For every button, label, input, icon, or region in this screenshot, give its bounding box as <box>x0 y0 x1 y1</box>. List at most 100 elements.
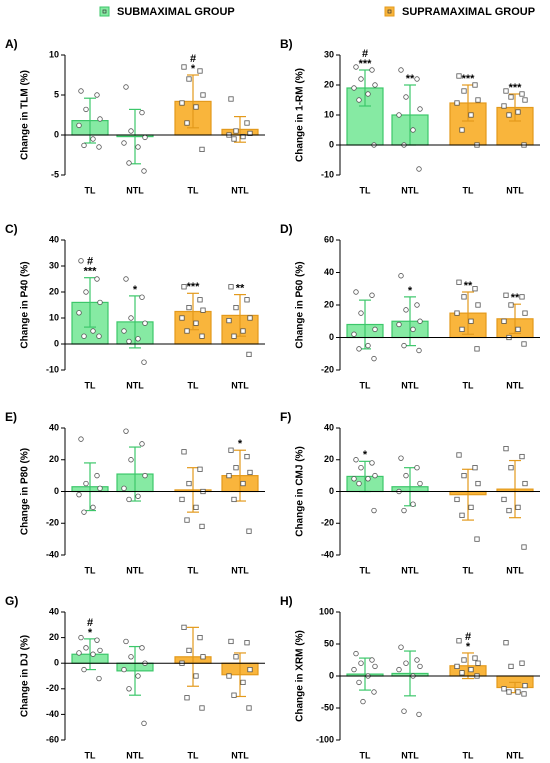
y-tick-label: -10 <box>46 364 59 374</box>
data-point <box>94 92 100 98</box>
x-tick-label: NTL <box>401 565 419 575</box>
data-point <box>356 679 362 686</box>
y-tick-label: -20 <box>321 518 334 528</box>
data-point <box>515 109 521 115</box>
panel-label: C) <box>5 222 18 236</box>
data-point <box>396 321 402 328</box>
data-point <box>416 711 422 718</box>
data-point <box>81 142 87 149</box>
data-point <box>135 144 141 150</box>
data-point <box>228 447 234 453</box>
x-tick-label: NTL <box>506 380 524 390</box>
data-point <box>240 133 246 140</box>
legend-swatch-dot <box>387 9 392 14</box>
data-point <box>97 647 103 654</box>
y-tick-label: -20 <box>46 518 59 528</box>
significance-marker: ** <box>236 283 245 295</box>
y-tick-label: 0 <box>54 338 59 348</box>
data-point <box>417 106 423 112</box>
data-point <box>226 473 232 479</box>
data-point <box>90 136 96 142</box>
significance-marker: *** <box>359 58 373 70</box>
data-point <box>128 457 134 463</box>
data-point <box>247 667 253 673</box>
data-point <box>179 100 185 106</box>
data-point <box>240 328 246 334</box>
data-point <box>90 328 96 334</box>
y-tick-label: -40 <box>46 709 59 719</box>
y-tick-label: -5 <box>51 169 59 179</box>
y-tick-label: 40 <box>324 267 334 277</box>
data-point <box>199 146 205 152</box>
data-point <box>139 645 145 651</box>
panel-label: G) <box>5 594 18 608</box>
data-point <box>247 130 253 136</box>
x-tick-label: NTL <box>231 750 249 760</box>
data-point <box>76 491 82 498</box>
data-point <box>503 640 509 646</box>
data-point <box>459 670 465 676</box>
data-point <box>121 328 127 334</box>
x-tick-label: TL <box>85 750 96 760</box>
data-point <box>96 333 102 339</box>
data-point <box>506 112 512 118</box>
data-point <box>83 106 89 113</box>
data-point <box>398 455 404 461</box>
data-point <box>522 97 528 103</box>
data-point <box>123 638 129 645</box>
data-point <box>454 100 460 106</box>
data-point <box>522 310 528 316</box>
data-point <box>76 310 82 316</box>
significance-marker: * <box>191 63 196 75</box>
y-tick-label: 0 <box>329 332 334 342</box>
data-point <box>508 94 514 100</box>
data-point <box>240 679 246 686</box>
data-point <box>396 666 402 673</box>
panel: E) Change in P80 (%) -40 -20 0 20 40 TL NTL TL * NT… <box>5 410 265 575</box>
x-tick-label: TL <box>463 380 474 390</box>
x-tick-label: TL <box>463 565 474 575</box>
data-point <box>181 624 187 630</box>
data-point <box>461 657 467 663</box>
data-point <box>506 507 512 514</box>
data-point <box>94 472 100 479</box>
data-point <box>356 480 362 487</box>
data-point <box>97 299 103 306</box>
x-tick-label: NTL <box>401 750 419 760</box>
data-point <box>351 666 357 673</box>
data-point <box>398 67 404 73</box>
data-point <box>414 76 420 82</box>
data-point <box>247 315 253 321</box>
significance-marker: # <box>87 617 93 629</box>
data-point <box>246 528 252 534</box>
data-point <box>78 634 84 641</box>
data-point <box>141 720 147 727</box>
panel: G) Change in DJ (%) -60 -40 -20 0 20 40 #* TL NTL T… <box>5 594 265 760</box>
legend-label: SUBMAXIMAL GROUP <box>117 6 235 18</box>
data-point <box>233 304 239 311</box>
data-point <box>369 292 375 298</box>
data-point <box>199 523 205 530</box>
x-tick-label: NTL <box>231 565 249 575</box>
data-point <box>179 496 185 503</box>
legend-swatch <box>99 6 110 17</box>
y-tick-label: -100 <box>316 734 334 744</box>
data-point <box>521 691 527 697</box>
y-tick-label: 10 <box>49 49 59 59</box>
y-tick-label: 30 <box>324 49 334 59</box>
data-point <box>186 480 192 487</box>
x-tick-label: TL <box>360 380 371 390</box>
significance-marker: * <box>238 438 243 450</box>
panel-label: H) <box>280 594 293 608</box>
data-point <box>135 673 141 679</box>
significance-marker: ** <box>511 292 520 304</box>
y-tick-label: 20 <box>324 454 334 464</box>
x-tick-label: NTL <box>126 185 144 195</box>
y-tick-label: 20 <box>49 632 59 642</box>
data-point <box>372 663 378 670</box>
data-point <box>454 663 460 670</box>
data-point <box>81 666 87 673</box>
data-point <box>356 97 362 103</box>
y-tick-label: -10 <box>321 169 334 179</box>
data-point <box>228 638 234 645</box>
